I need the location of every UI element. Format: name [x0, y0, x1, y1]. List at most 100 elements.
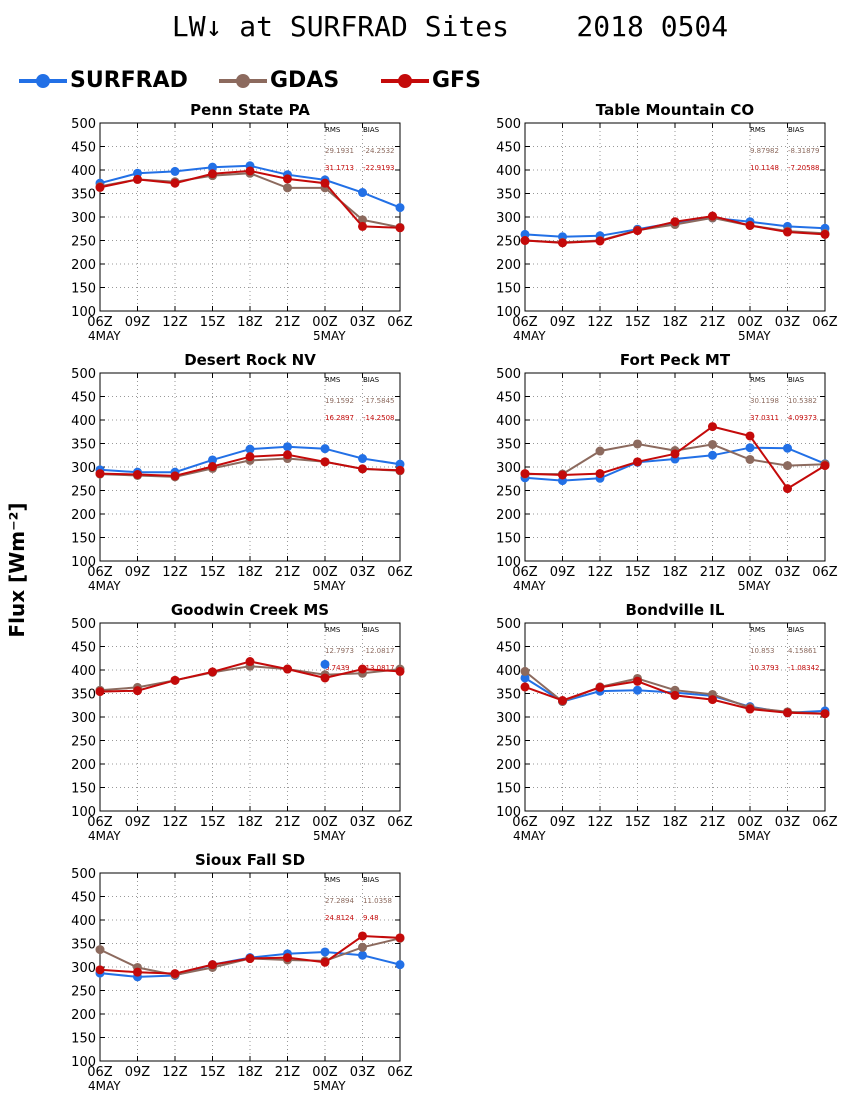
date-label: 4MAY: [513, 829, 546, 843]
series-gfs: [520, 211, 830, 248]
x-tick-label: 09Z: [550, 565, 576, 580]
y-tick-label: 150: [71, 1032, 96, 1047]
data-point-surfrad: [708, 450, 717, 460]
y-tick-label: 100: [71, 305, 96, 320]
y-tick-label: 500: [496, 617, 521, 632]
data-point-gfs: [820, 461, 830, 471]
y-tick-label: 100: [496, 555, 521, 570]
y-tick-label: 400: [496, 164, 521, 179]
x-tick-label: 12Z: [162, 815, 188, 830]
data-point-surfrad: [358, 950, 367, 960]
data-point-gfs: [320, 457, 330, 467]
data-point-gfs: [208, 169, 217, 179]
data-point-gfs: [670, 690, 680, 700]
x-tick-label: 09Z: [550, 815, 576, 830]
data-point-gfs: [95, 687, 105, 697]
y-tick-label: 400: [71, 914, 96, 929]
x-tick-label: 12Z: [162, 315, 188, 330]
data-point-gfs: [745, 431, 755, 441]
stats-rms-gdas: 10.853: [750, 647, 775, 655]
y-tick-label: 300: [71, 461, 96, 476]
y-tick-label: 100: [71, 555, 96, 570]
data-point-gfs: [633, 457, 642, 467]
data-point-gfs: [820, 709, 830, 719]
y-tick-label: 400: [71, 164, 96, 179]
legend-label-surfrad: SURFRAD: [70, 68, 188, 93]
stats-header-bias: BIAS: [788, 626, 805, 634]
date-label: 5MAY: [313, 1079, 346, 1093]
panel-title: Goodwin Creek MS: [171, 601, 329, 619]
data-point-surfrad: [783, 443, 792, 453]
y-tick-label: 350: [71, 688, 96, 703]
data-point-gfs: [245, 452, 255, 462]
x-tick-label: 06Z: [812, 815, 838, 830]
legend-label-gfs: GFS: [432, 68, 481, 93]
y-tick-label: 300: [71, 211, 96, 226]
data-point-surfrad: [320, 444, 330, 454]
data-point-gfs: [95, 965, 105, 975]
y-tick-label: 500: [496, 367, 521, 382]
stats-bias-gfs: -13.0817: [363, 664, 394, 672]
stats-rms-gfs: 24.8124: [325, 914, 354, 922]
x-tick-label: 09Z: [125, 565, 151, 580]
y-tick-label: 150: [71, 282, 96, 297]
y-tick-label: 300: [71, 711, 96, 726]
x-tick-label: 15Z: [200, 315, 226, 330]
y-tick-label: 500: [71, 117, 96, 132]
y-tick-label: 250: [496, 485, 521, 500]
panel-title: Penn State PA: [190, 101, 310, 119]
x-tick-label: 00Z: [312, 815, 338, 830]
x-tick-label: 09Z: [125, 1065, 151, 1080]
data-point-gfs: [520, 682, 530, 692]
x-tick-label: 06Z: [87, 565, 113, 580]
date-label: 5MAY: [738, 829, 771, 843]
data-point-gfs: [358, 464, 367, 474]
x-tick-label: 06Z: [812, 315, 838, 330]
y-tick-label: 150: [496, 782, 521, 797]
x-tick-label: 18Z: [662, 815, 688, 830]
y-tick-label: 250: [71, 235, 96, 250]
x-tick-label: 18Z: [662, 315, 688, 330]
date-label: 4MAY: [513, 329, 546, 343]
stats-bias-gdas: -8.31879: [788, 147, 819, 155]
data-point-gdas: [358, 942, 367, 952]
data-point-gfs: [395, 933, 405, 943]
y-tick-label: 450: [496, 141, 521, 156]
x-tick-label: 15Z: [200, 565, 226, 580]
stats-bias-gfs: -1.08342: [788, 664, 819, 672]
x-tick-label: 03Z: [775, 315, 801, 330]
data-point-gdas: [783, 461, 792, 471]
stats-rms-gfs: 31.1713: [325, 164, 354, 172]
stats-rms-gdas: 30.1198: [750, 397, 779, 405]
y-tick-label: 150: [71, 532, 96, 547]
x-tick-label: 03Z: [350, 815, 376, 830]
stats-header-bias: BIAS: [788, 376, 805, 384]
page-title: LW↓ at SURFRAD Sites 2018 0504: [171, 10, 729, 43]
x-tick-label: 00Z: [737, 815, 763, 830]
x-tick-label: 18Z: [237, 315, 263, 330]
data-point-gdas: [283, 183, 292, 193]
y-tick-label: 350: [71, 188, 96, 203]
data-point-gfs: [820, 229, 830, 239]
data-point-gfs: [558, 238, 567, 248]
data-point-gfs: [170, 675, 180, 685]
y-tick-label: 250: [71, 985, 96, 1000]
panel-bondville-il: 100 150 200 250 300 350 400 450 500 06Z 09Z 12Z 15Z 1…: [496, 601, 838, 843]
series-surfrad: [320, 659, 330, 669]
y-tick-label: 250: [496, 235, 521, 250]
x-tick-label: 06Z: [387, 1065, 413, 1080]
data-point-gfs: [283, 953, 292, 963]
panel-title: Bondville IL: [626, 601, 725, 619]
data-point-surfrad: [358, 188, 367, 198]
data-point-gfs: [320, 673, 330, 683]
data-point-gfs: [95, 182, 105, 192]
data-point-gfs: [95, 469, 105, 479]
x-tick-label: 06Z: [512, 315, 538, 330]
y-tick-label: 350: [496, 438, 521, 453]
data-point-surfrad: [520, 673, 530, 683]
x-tick-label: 21Z: [275, 815, 301, 830]
y-tick-label: 450: [71, 391, 96, 406]
y-tick-label: 400: [71, 664, 96, 679]
data-point-gfs: [595, 469, 605, 479]
data-point-gfs: [520, 469, 530, 479]
